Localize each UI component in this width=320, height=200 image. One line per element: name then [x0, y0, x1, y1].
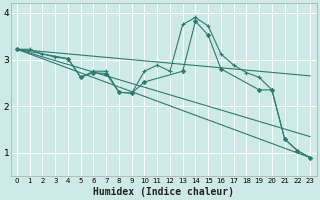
X-axis label: Humidex (Indice chaleur): Humidex (Indice chaleur): [93, 186, 234, 197]
